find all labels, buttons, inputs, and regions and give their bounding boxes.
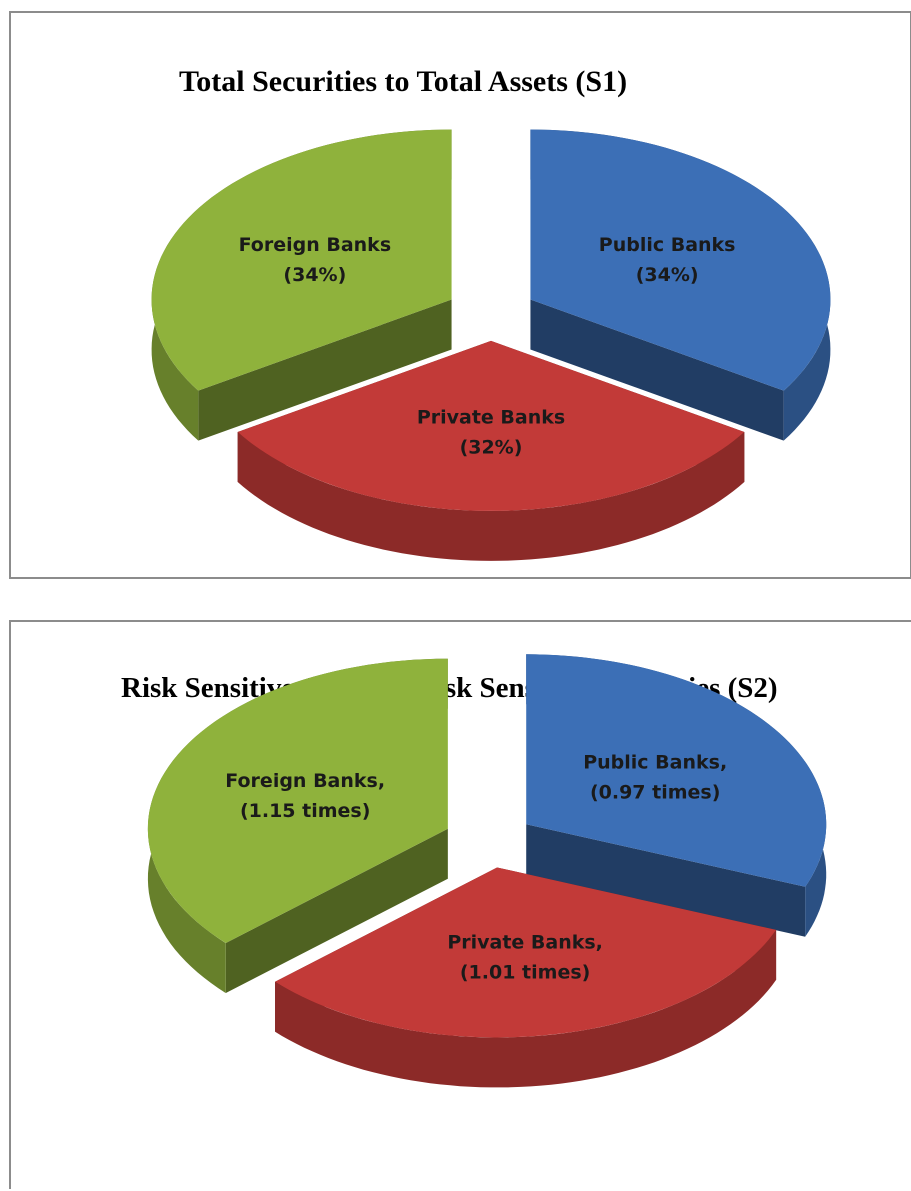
slice-label-public-banks-1: Public Banks (34%) [599,234,736,286]
chart-s1-pie: Public Banks (34%) Private Banks (32%) Forei… [151,129,831,561]
slice-label-private-banks-1: Private Banks (32%) [417,406,565,458]
slice-public-banks-1 [530,129,831,441]
chart-s2-pie: Public Banks, (0.97 times) Private Banks,(… [147,654,827,1088]
slice-public-banks-2 [526,654,827,937]
slice-label-private-banks-2: Private Banks, (1.01 times) [447,931,603,983]
slice-label-foreign-banks-1: Foreign Banks (34%) [239,234,392,286]
chart-s1-title: Total Securities to Total Assets (S1) [179,65,628,98]
slice-label-public-banks-2: Public Banks, (0.97 times) [583,752,727,804]
chart-s2-frame: Risk Sensitive Assets to Risk Sensitive … [9,620,911,1189]
slice-label-foreign-banks-2: Foreign Banks, (1.15 times) [225,770,385,822]
slice-foreign-banks-1 [151,129,452,441]
slice-private-banks-2 [275,867,777,1088]
chart-s1-frame: Total Securities to Total Assets (S1) Pu… [9,11,911,579]
slice-private-banks-1 [237,340,745,561]
slice-foreign-banks-2 [147,658,448,994]
